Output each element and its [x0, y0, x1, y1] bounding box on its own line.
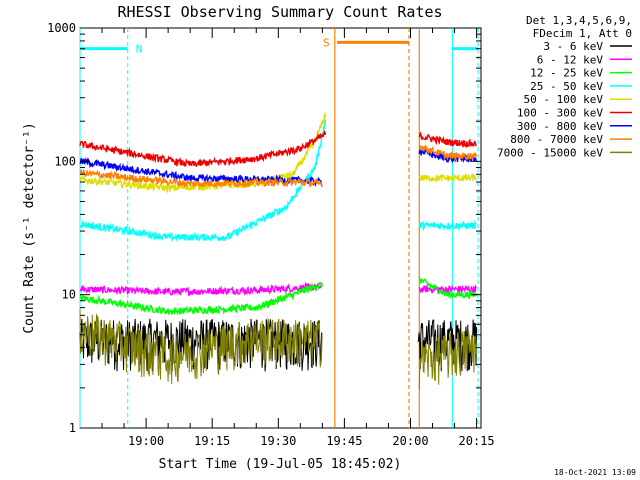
legend-entry-label: 3 - 6 keV	[543, 40, 603, 53]
plot-timestamp: 18-Oct-2021 13:09	[554, 468, 636, 477]
x-tick-label: 19:15	[194, 434, 230, 448]
x-tick-label: 20:15	[459, 434, 495, 448]
legend-header: FDecim 1, Att 0	[533, 27, 632, 40]
series-line	[418, 219, 477, 232]
series-7000-15000keV	[79, 309, 477, 390]
series-line	[79, 282, 323, 316]
x-tick-label: 19:00	[128, 434, 164, 448]
series-12-25keV	[79, 276, 477, 316]
series-line	[418, 276, 477, 301]
legend: Det 1,3,4,5,6,9,FDecim 1, Att 03 - 6 keV…	[497, 14, 632, 159]
legend-entry-label: 25 - 50 keV	[530, 80, 603, 93]
x-tick-label: 19:30	[260, 434, 296, 448]
series-line	[79, 309, 323, 385]
legend-entry-label: 300 - 800 keV	[517, 120, 603, 133]
series-line	[418, 284, 477, 295]
chart-title: RHESSI Observing Summary Count Rates	[117, 3, 442, 21]
series-100-300keV	[79, 129, 477, 167]
legend-entry-label: 100 - 300 keV	[517, 107, 603, 120]
y-tick-label: 1000	[47, 21, 76, 35]
series-line	[79, 168, 323, 189]
series-line	[418, 331, 477, 390]
x-axis: 19:00 19:15 19:30 19:45 20:00 20:15	[101, 28, 495, 448]
series-6-12keV	[79, 281, 477, 297]
legend-entry-label: 800 - 7000 keV	[510, 133, 603, 146]
x-tick-label: 20:00	[392, 434, 428, 448]
y-tick-label: 100	[54, 154, 76, 168]
legend-header: Det 1,3,4,5,6,9,	[526, 14, 632, 27]
saa-label: N	[136, 43, 143, 56]
y-tick-label: 1	[69, 421, 76, 435]
legend-entry-label: 7000 - 15000 keV	[497, 146, 603, 159]
x-axis-label: Start Time (19-Jul-05 18:45:02)	[159, 457, 402, 472]
night-label: S	[323, 36, 330, 49]
legend-entry-label: 50 - 100 keV	[524, 93, 604, 106]
series-800-7000keV	[79, 145, 477, 189]
series-line	[79, 281, 323, 297]
series-line	[418, 145, 477, 162]
series-line	[79, 119, 327, 243]
series-line	[418, 173, 477, 184]
y-axis: 1 10 100 1000	[47, 21, 481, 435]
series-layer	[79, 111, 478, 390]
series-line	[79, 129, 327, 167]
series-25-50keV	[79, 119, 477, 243]
x-tick-label: 19:45	[326, 434, 362, 448]
series-line	[418, 131, 477, 148]
legend-entry-label: 6 - 12 keV	[537, 53, 604, 66]
y-tick-label: 10	[62, 288, 76, 302]
legend-entry-label: 12 - 25 keV	[530, 67, 603, 80]
y-axis-label: Count Rate (s⁻¹ detector⁻¹)	[22, 122, 37, 333]
